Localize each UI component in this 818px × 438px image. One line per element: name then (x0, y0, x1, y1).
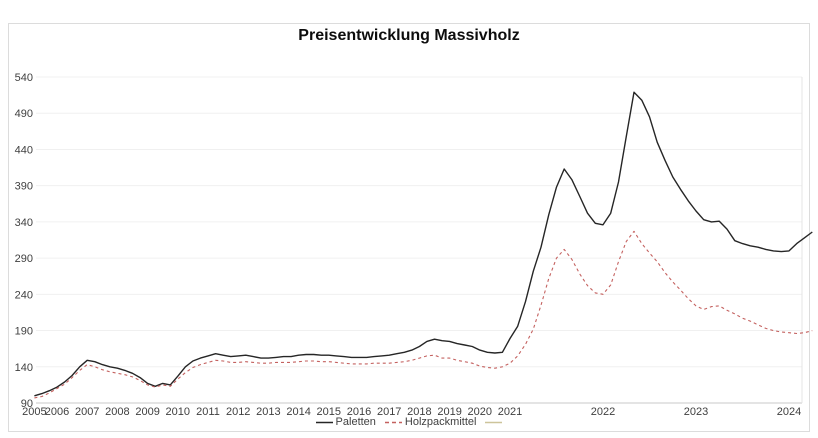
x-axis-tick-label: 2009 (135, 406, 159, 418)
legend-label: Holzpackmittel (404, 416, 477, 428)
y-axis-tick-label: 190 (15, 326, 33, 338)
y-axis-tick-label: 340 (15, 217, 33, 229)
legend-solid-line-icon (315, 421, 333, 423)
paletten-series-line (34, 91, 813, 397)
x-axis-tick-label: 2006 (45, 406, 69, 418)
x-axis-tick-label: 2015 (317, 406, 341, 418)
chart-legend: Paletten Holzpackmittel (0, 416, 818, 428)
chart-title: Preisentwicklung Massivholz (298, 27, 520, 44)
x-axis-tick-label: 2021 (498, 406, 522, 418)
x-axis-tick-label: 2020 (468, 406, 492, 418)
x-axis-tick-label: 2023 (684, 406, 708, 418)
chart-border-frame (8, 23, 810, 432)
x-axis-tick-label: 2005 (22, 406, 46, 418)
x-axis-tick-label: 2012 (226, 406, 250, 418)
y-axis-tick-label: 490 (15, 108, 33, 120)
y-axis-tick-label: 440 (15, 144, 33, 156)
x-axis-tick-label: 2018 (407, 406, 431, 418)
legend-item-unlabeled (485, 420, 503, 425)
y-axis-tick-label: 290 (15, 253, 33, 265)
x-axis-tick-label: 2016 (347, 406, 371, 418)
x-axis-tick-label: 2019 (437, 406, 461, 418)
legend-dashed-line-icon (384, 421, 402, 423)
x-axis-tick-label: 2008 (105, 406, 129, 418)
x-axis-tick-label: 2010 (166, 406, 190, 418)
x-axis-tick-label: 2024 (777, 406, 801, 418)
x-axis-tick-label: 2011 (196, 406, 220, 418)
x-axis-tick-label: 2014 (286, 406, 310, 418)
holzpackmittel-series-line (34, 230, 813, 399)
legend-item-holzpackmittel: Holzpackmittel (384, 416, 477, 428)
x-axis-tick-label: 2017 (377, 406, 401, 418)
legend-label: Paletten (335, 416, 376, 428)
y-axis-tick-label: 240 (15, 289, 33, 301)
y-axis-tick-label: 540 (15, 72, 33, 84)
x-axis-tick-label: 2007 (75, 406, 99, 418)
x-axis-tick-label: 2022 (591, 406, 615, 418)
legend-solid-line-icon (485, 421, 503, 423)
legend-item-paletten: Paletten (315, 416, 376, 428)
y-axis-tick-label: 390 (15, 181, 33, 193)
x-axis-tick-label: 2013 (256, 406, 280, 418)
y-axis-tick-label: 90 (21, 398, 33, 410)
y-axis-tick-label: 140 (15, 362, 33, 374)
